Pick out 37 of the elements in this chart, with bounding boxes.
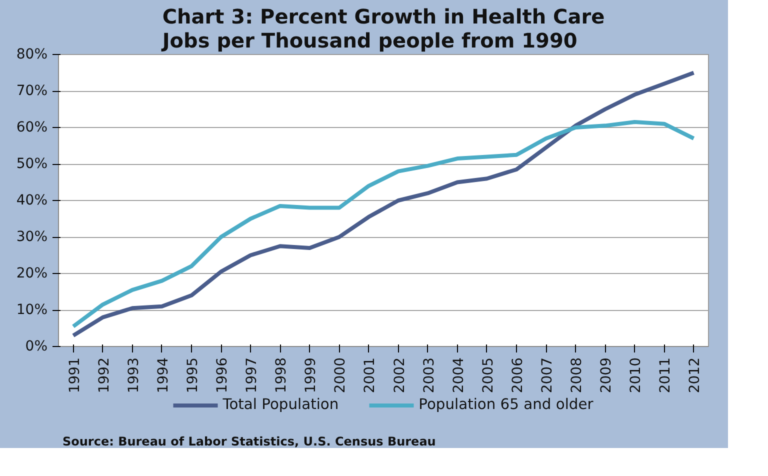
x-tick-label: 2007 bbox=[540, 357, 556, 394]
y-tick-label: 80% bbox=[16, 46, 48, 62]
x-tick-label: 2006 bbox=[510, 357, 526, 394]
x-tick-label: 1991 bbox=[66, 357, 83, 394]
y-tick-label: 20% bbox=[16, 266, 48, 282]
line-series bbox=[71, 70, 696, 338]
x-tick-label: 2002 bbox=[392, 357, 408, 394]
y-tick-label: 30% bbox=[16, 229, 48, 245]
x-tick-label: 2009 bbox=[598, 357, 615, 394]
x-tick-label: 1996 bbox=[214, 357, 230, 394]
y-tick-label: 60% bbox=[16, 120, 48, 136]
x-tick-label: 2001 bbox=[362, 357, 378, 394]
x-tick-label: 1999 bbox=[303, 357, 320, 394]
line-series bbox=[71, 120, 696, 328]
x-tick-label: 2010 bbox=[628, 357, 644, 394]
x-tick-label: 1997 bbox=[244, 357, 260, 394]
legend-label: Total Population bbox=[222, 396, 339, 413]
x-tick-label: 2008 bbox=[569, 357, 586, 394]
y-tick-label: 50% bbox=[16, 156, 48, 172]
y-tick-label: 10% bbox=[16, 302, 48, 318]
source-note: Source: Bureau of Labor Statistics, U.S. Census Bureau bbox=[62, 434, 436, 448]
x-tick-label: 1993 bbox=[126, 357, 142, 394]
x-tick-label: 1998 bbox=[274, 357, 290, 394]
x-tick-label: 2005 bbox=[480, 357, 496, 394]
x-tick-label: 2004 bbox=[450, 357, 467, 394]
y-tick-label: 40% bbox=[16, 192, 48, 208]
x-tick-label: 1995 bbox=[184, 357, 201, 394]
chart-title: Chart 3: Percent Growth in Health Care Jobs per Thousand people from 1990 bbox=[160, 4, 605, 52]
x-tick-label: 2003 bbox=[421, 357, 438, 394]
x-tick-label: 1992 bbox=[96, 357, 112, 394]
x-tick-label: 2012 bbox=[687, 357, 704, 394]
x-tick-label: 2011 bbox=[658, 357, 674, 394]
x-tick-label: 2000 bbox=[332, 357, 349, 394]
y-tick-label: 70% bbox=[16, 83, 48, 99]
legend-label: Population 65 and older bbox=[418, 396, 594, 413]
y-tick-label: 0% bbox=[25, 338, 48, 354]
x-tick-label: 1994 bbox=[155, 357, 172, 394]
